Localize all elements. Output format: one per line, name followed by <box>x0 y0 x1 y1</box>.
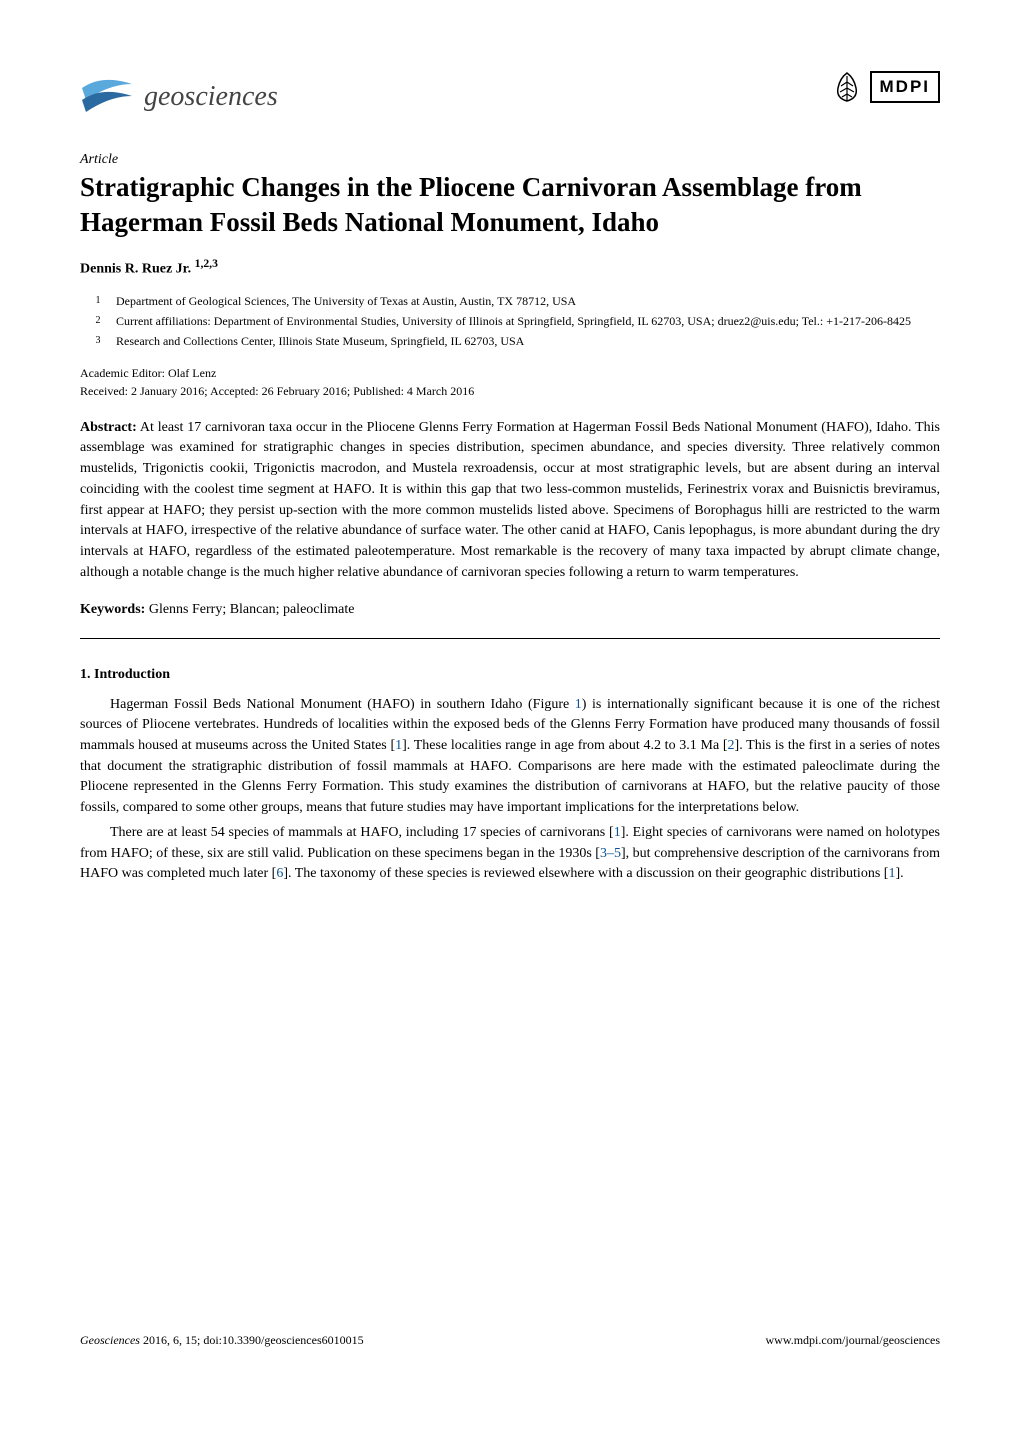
citation-dash: – <box>607 846 614 861</box>
author-affil-marks: 1,2,3 <box>195 257 218 270</box>
received-line: Received: 2 January 2016; Accepted: 26 F… <box>80 382 940 400</box>
para-text: ]. <box>895 866 903 881</box>
author-line: Dennis R. Ruez Jr. 1,2,3 <box>80 257 940 278</box>
publisher-name: MDPI <box>870 71 941 103</box>
academic-editor: Academic Editor: Olaf Lenz <box>80 364 940 382</box>
page: geosciences MDPI Article Stratigraphic C… <box>0 0 1020 1392</box>
footer-citation: 2016, 6, 15; doi:10.3390/geosciences6010… <box>143 1333 364 1347</box>
affiliation-row: 1 Department of Geological Sciences, The… <box>80 292 940 310</box>
keywords-block: Keywords: Glenns Ferry; Blancan; paleocl… <box>80 602 940 618</box>
para-text: ]. The taxonomy of these species is revi… <box>283 866 888 881</box>
affil-text: Department of Geological Sciences, The U… <box>116 292 940 310</box>
citation-ref[interactable]: 1 <box>614 825 621 840</box>
para-text: ]. These localities range in age from ab… <box>402 738 727 753</box>
citation-ref[interactable]: 2 <box>728 738 735 753</box>
affiliations-block: 1 Department of Geological Sciences, The… <box>80 292 940 350</box>
affiliation-row: 3 Research and Collections Center, Illin… <box>80 332 940 350</box>
article-type: Article <box>80 152 940 168</box>
article-title: Stratigraphic Changes in the Pliocene Ca… <box>80 170 940 239</box>
affil-text: Research and Collections Center, Illinoi… <box>116 332 940 350</box>
body-paragraph: There are at least 54 species of mammals… <box>80 823 940 885</box>
body-paragraph: Hagerman Fossil Beds National Monument (… <box>80 695 940 819</box>
footer-left: Geosciences 2016, 6, 15; doi:10.3390/geo… <box>80 1333 364 1348</box>
section-heading: 1. Introduction <box>80 667 940 683</box>
abstract-label: Abstract: <box>80 420 137 435</box>
journal-logo-block: geosciences <box>80 70 278 124</box>
mdpi-tree-icon <box>830 70 864 104</box>
affil-num: 3 <box>80 332 116 350</box>
affil-num: 2 <box>80 312 116 330</box>
abstract-text: At least 17 carnivoran taxa occur in the… <box>80 420 940 580</box>
keywords-text: Glenns Ferry; Blancan; paleoclimate <box>149 602 355 617</box>
footer-journal: Geosciences <box>80 1333 140 1347</box>
author-name: Dennis R. Ruez Jr. <box>80 262 191 277</box>
abstract-block: Abstract: At least 17 carnivoran taxa oc… <box>80 418 940 584</box>
editor-received-block: Academic Editor: Olaf Lenz Received: 2 J… <box>80 364 940 400</box>
keywords-label: Keywords: <box>80 602 145 617</box>
figure-ref[interactable]: 1 <box>575 697 582 712</box>
journal-swoosh-icon <box>80 70 134 124</box>
footer-row: Geosciences 2016, 6, 15; doi:10.3390/geo… <box>80 1333 940 1348</box>
para-text: There are at least 54 species of mammals… <box>110 825 614 840</box>
header-row: geosciences MDPI <box>80 70 940 124</box>
para-text: Hagerman Fossil Beds National Monument (… <box>110 697 575 712</box>
citation-ref[interactable]: 5 <box>614 846 621 861</box>
publisher-logo: MDPI <box>830 70 941 104</box>
separator-rule <box>80 638 940 639</box>
affil-text: Current affiliations: Department of Envi… <box>116 312 940 330</box>
citation-ref[interactable]: 3 <box>600 846 607 861</box>
affil-num: 1 <box>80 292 116 310</box>
journal-name: geosciences <box>144 81 278 113</box>
affiliation-row: 2 Current affiliations: Department of En… <box>80 312 940 330</box>
footer-right: www.mdpi.com/journal/geosciences <box>765 1333 940 1348</box>
